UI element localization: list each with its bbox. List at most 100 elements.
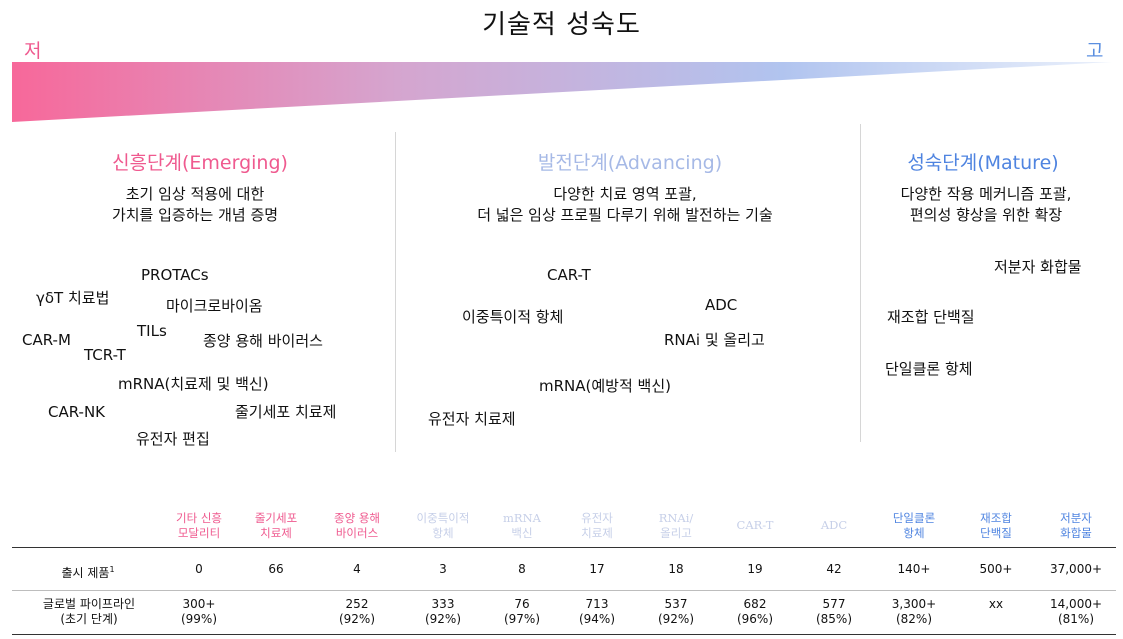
table-cell: 17 bbox=[589, 562, 605, 576]
table-cell: 4 bbox=[353, 562, 361, 576]
table-cell: 14,000+ (81%) bbox=[1036, 597, 1116, 627]
stage-title-advancing: 발전단계(Advancing) bbox=[537, 152, 723, 174]
tech-label: 종양 용해 바이러스 bbox=[203, 332, 323, 350]
table-cell: 37,000+ bbox=[1049, 562, 1103, 576]
col-header-line2: 올리고 bbox=[660, 526, 692, 540]
tech-label: 저분자 화합물 bbox=[994, 258, 1082, 276]
tech-label: PROTACs bbox=[141, 266, 209, 284]
table-cell: 8 bbox=[518, 562, 526, 576]
cell-value: 14,000+ bbox=[1049, 597, 1103, 611]
table-cell: 713 (94%) bbox=[562, 597, 632, 627]
col-header-line1: 기타 신흥 bbox=[176, 511, 222, 525]
tech-label: CAR-T bbox=[547, 266, 591, 284]
tech-label: CAR-NK bbox=[48, 403, 106, 421]
table-col-header: 저분자 화합물 bbox=[1036, 511, 1116, 541]
table-col-header: ADC bbox=[802, 518, 866, 533]
table-col-header: 단일클론 항체 bbox=[876, 511, 952, 541]
col-header-line1: RNAi/ bbox=[658, 511, 694, 525]
table-col-header: 기타 신흥 모달리티 bbox=[160, 511, 238, 541]
tech-label: TILs bbox=[137, 322, 167, 340]
scale-low-label: 저 bbox=[24, 40, 42, 62]
table-cell: 252 (92%) bbox=[318, 597, 396, 627]
cell-value: 252 bbox=[345, 597, 369, 611]
diagram-title: 기술적 성숙도 bbox=[482, 10, 641, 40]
stage-desc-line: 편의성 향상을 위한 확장 bbox=[909, 206, 1063, 224]
stage-title-emerging: 신흥단계(Emerging) bbox=[112, 152, 288, 174]
col-header-line2: 치료제 bbox=[260, 526, 292, 540]
table-col-header: RNAi/올리고 bbox=[644, 511, 708, 541]
table-cell: 19 bbox=[747, 562, 763, 576]
table-cell: 3,300+ (82%) bbox=[876, 597, 952, 627]
tech-label: ADC bbox=[705, 296, 738, 314]
cell-percent: (94%) bbox=[578, 612, 616, 626]
stage-divider bbox=[860, 124, 861, 442]
cell-percent: (82%) bbox=[895, 612, 933, 626]
stage-desc-line: 가치를 입증하는 개념 증명 bbox=[111, 206, 279, 224]
table-cell: 18 bbox=[668, 562, 684, 576]
table-cell: 682 (96%) bbox=[720, 597, 790, 627]
col-header-line1: 단일클론 bbox=[892, 511, 936, 525]
row-label-line: 글로벌 파이프라인 bbox=[42, 597, 136, 611]
table-col-header: 유전자 치료제 bbox=[562, 511, 632, 541]
tech-label: 유전자 편집 bbox=[136, 430, 210, 448]
stage-desc-mature: 다양한 작용 메커니즘 포괄, 편의성 향상을 위한 확장 bbox=[866, 184, 1106, 226]
cell-percent: (92%) bbox=[657, 612, 695, 626]
table-rule bbox=[12, 547, 1116, 548]
stage-desc-emerging: 초기 임상 적용에 대한 가치를 입증하는 개념 증명 bbox=[20, 184, 370, 226]
tech-label: mRNA(예방적 백신) bbox=[539, 377, 671, 395]
table-cell: 42 bbox=[826, 562, 842, 576]
tech-label: γδT 치료법 bbox=[36, 289, 110, 307]
cell-percent: (85%) bbox=[815, 612, 853, 626]
cell-value: 3,300+ bbox=[891, 597, 937, 611]
col-header-line2: 화합물 bbox=[1060, 526, 1092, 540]
tech-label: mRNA(치료제 및 백신) bbox=[118, 375, 269, 393]
table-col-header: 재조합 단백질 bbox=[960, 511, 1032, 541]
col-header-line1: 줄기세포 bbox=[254, 511, 298, 525]
tech-label: 재조합 단백질 bbox=[887, 308, 975, 326]
table-cell: 537 (92%) bbox=[644, 597, 708, 627]
cell-value: 537 bbox=[664, 597, 688, 611]
col-header-line1: 종양 용해 bbox=[334, 511, 380, 525]
stage-divider bbox=[395, 132, 396, 452]
cell-percent: (99%) bbox=[180, 612, 218, 626]
tech-label: TCR-T bbox=[84, 346, 126, 364]
stage-desc-line: 다양한 치료 영역 포괄, bbox=[553, 185, 697, 203]
cell-percent: (97%) bbox=[503, 612, 541, 626]
table-cell: 140+ bbox=[897, 562, 931, 576]
table-col-header: 종양 용해 바이러스 bbox=[318, 511, 396, 541]
table-cell: 577 (85%) bbox=[802, 597, 866, 627]
tech-label: 줄기세포 치료제 bbox=[235, 403, 337, 421]
stage-title-mature: 성숙단계(Mature) bbox=[907, 152, 1059, 174]
col-header-line2: 백신 bbox=[511, 526, 533, 540]
cell-value: 333 bbox=[431, 597, 455, 611]
tech-label: 마이크로바이옴 bbox=[166, 297, 263, 315]
col-header-line2: 바이러스 bbox=[335, 526, 379, 540]
col-header-line1: 재조합 bbox=[980, 511, 1012, 525]
col-header-line1: 유전자 bbox=[581, 511, 613, 525]
col-header-line1: ADC bbox=[820, 518, 848, 532]
cell-value: xx bbox=[988, 597, 1004, 611]
cell-value: 713 bbox=[585, 597, 609, 611]
col-header-line2: 모달리티 bbox=[177, 526, 221, 540]
cell-value: 300+ bbox=[182, 597, 216, 611]
cell-value: 76 bbox=[514, 597, 530, 611]
stage-desc-advancing: 다양한 치료 영역 포괄, 더 넓은 임상 프로필 다루기 위해 발전하는 기술 bbox=[410, 184, 840, 226]
col-header-line1: CAR-T bbox=[736, 518, 774, 532]
stage-desc-line: 초기 임상 적용에 대한 bbox=[125, 185, 265, 203]
table-col-header: 줄기세포 치료제 bbox=[238, 511, 314, 541]
table-cell: 3 bbox=[439, 562, 447, 576]
table-rule bbox=[12, 634, 1116, 635]
scale-high-label: 고 bbox=[1086, 40, 1104, 62]
row-label-text: 출시 제품 bbox=[61, 566, 110, 580]
row-label-launched: 출시 제품1 bbox=[28, 562, 148, 581]
table-cell: xx bbox=[960, 597, 1032, 612]
table-col-header: 이중특이적 항체 bbox=[400, 511, 486, 541]
col-header-line2: 치료제 bbox=[581, 526, 613, 540]
maturity-gradient-wedge bbox=[12, 62, 1112, 122]
table-cell: 300+ (99%) bbox=[160, 597, 238, 627]
tech-label: CAR-M bbox=[22, 331, 71, 349]
col-header-line2: 단백질 bbox=[980, 526, 1012, 540]
table-cell: 0 bbox=[195, 562, 203, 576]
stage-desc-line: 다양한 작용 메커니즘 포괄, bbox=[900, 185, 1072, 203]
table-cell: 500+ bbox=[979, 562, 1013, 576]
